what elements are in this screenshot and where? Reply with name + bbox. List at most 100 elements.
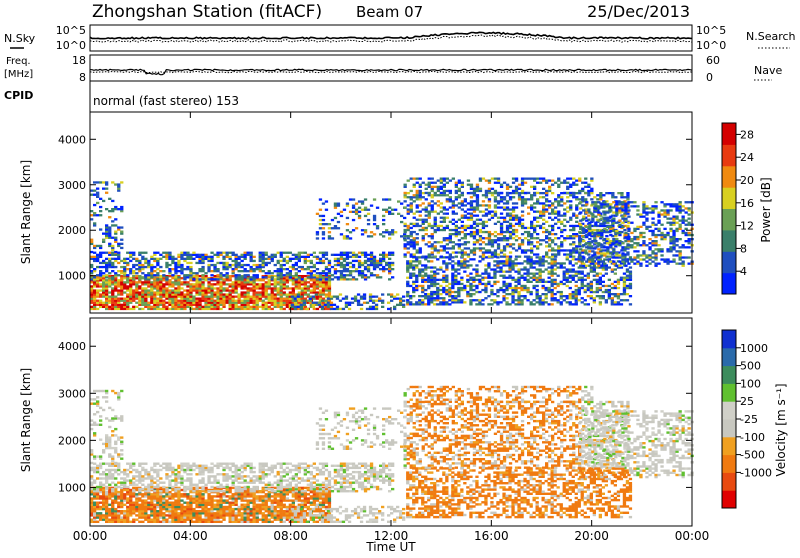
- power-cell: [312, 274, 316, 277]
- power-cell: [279, 255, 283, 258]
- power-cell: [189, 299, 193, 302]
- power-cell: [582, 240, 586, 243]
- power-cell: [436, 228, 440, 232]
- power-cell: [379, 268, 383, 271]
- power-cell: [351, 270, 356, 273]
- power-cell: [252, 274, 256, 277]
- power-cell: [412, 243, 416, 246]
- power-cell: [627, 244, 631, 247]
- power-cell: [324, 274, 329, 277]
- power-cell: [433, 247, 437, 250]
- power-cell: [460, 243, 464, 246]
- power-cell: [102, 295, 106, 298]
- power-cell: [165, 265, 169, 269]
- power-cell: [267, 297, 271, 300]
- power-cell: [490, 239, 495, 242]
- power-cell: [616, 293, 621, 296]
- power-cell: [484, 297, 488, 300]
- power-cell: [499, 237, 504, 240]
- power-cell: [201, 285, 205, 288]
- power-cell: [556, 301, 560, 304]
- power-cell: [255, 263, 259, 267]
- power-cell: [566, 235, 570, 238]
- power-cell: [111, 291, 115, 294]
- power-cell: [517, 224, 522, 228]
- power-cell: [618, 244, 622, 247]
- power-cell: [511, 224, 516, 228]
- power-cell: [147, 303, 151, 306]
- power-cell: [219, 301, 223, 304]
- power-cell: [294, 261, 298, 265]
- power-cell: [279, 283, 283, 286]
- power-cell: [478, 204, 483, 207]
- power-cell: [623, 249, 627, 252]
- power-cell: [603, 217, 607, 220]
- power-cell: [553, 272, 557, 275]
- power-cell: [436, 194, 440, 197]
- power-cell: [533, 187, 537, 190]
- power-cell: [424, 226, 428, 230]
- power-cell: [681, 246, 685, 249]
- power-cell: [168, 272, 172, 275]
- power-cell: [651, 240, 655, 243]
- power-cell: [375, 227, 380, 230]
- power-cell: [530, 220, 534, 223]
- power-cell: [496, 270, 500, 273]
- power-cell: [457, 226, 461, 230]
- power-cell: [219, 261, 223, 265]
- power-cell: [424, 228, 428, 232]
- power-cell: [530, 177, 534, 180]
- power-cell: [612, 238, 616, 241]
- power-cell: [138, 307, 142, 311]
- power-cell: [195, 261, 199, 265]
- power-cell: [102, 289, 106, 292]
- power-cell: [660, 254, 664, 257]
- power-cell: [330, 227, 335, 230]
- power-cell: [93, 299, 97, 302]
- power-cell: [433, 220, 437, 223]
- power-cell: [508, 268, 512, 271]
- power-cell: [529, 303, 533, 306]
- power-cell: [258, 268, 262, 271]
- power-cell: [165, 261, 169, 265]
- power-cell: [542, 204, 546, 207]
- power-cell: [240, 265, 244, 269]
- power-cell: [150, 270, 154, 273]
- power-cell: [213, 268, 217, 271]
- power-cell: [342, 251, 347, 254]
- power-cell: [153, 281, 157, 284]
- power-cell: [159, 303, 163, 306]
- power-cell: [603, 211, 607, 214]
- power-cell: [606, 242, 610, 245]
- power-cell: [578, 189, 582, 193]
- power-cell: [499, 274, 503, 277]
- power-cell: [333, 257, 338, 260]
- freq-unit-label: [MHz]: [4, 69, 33, 80]
- power-cell: [285, 293, 289, 296]
- power-cell: [645, 244, 649, 247]
- power-cell: [605, 230, 609, 234]
- power-cell: [618, 219, 622, 222]
- power-cell: [445, 276, 449, 279]
- power-cell: [153, 299, 157, 302]
- power-cell: [529, 264, 533, 267]
- power-cell: [270, 253, 274, 256]
- power-cell: [117, 228, 121, 231]
- power-cell: [90, 193, 94, 196]
- power-cell: [129, 255, 133, 258]
- power-cell: [645, 213, 649, 216]
- power-cell: [678, 250, 682, 253]
- power-cell: [195, 293, 199, 296]
- power-cell: [293, 299, 297, 302]
- power-cell: [291, 283, 295, 286]
- power-cell: [421, 303, 425, 306]
- power-cell: [574, 274, 578, 277]
- power-cell: [496, 206, 501, 209]
- power-cell: [562, 299, 566, 302]
- power-cell: [192, 253, 196, 256]
- power-cell: [243, 270, 247, 273]
- power-cell: [684, 219, 688, 222]
- power-cell: [258, 251, 262, 254]
- power-cell: [681, 229, 685, 233]
- power-cell: [514, 299, 518, 302]
